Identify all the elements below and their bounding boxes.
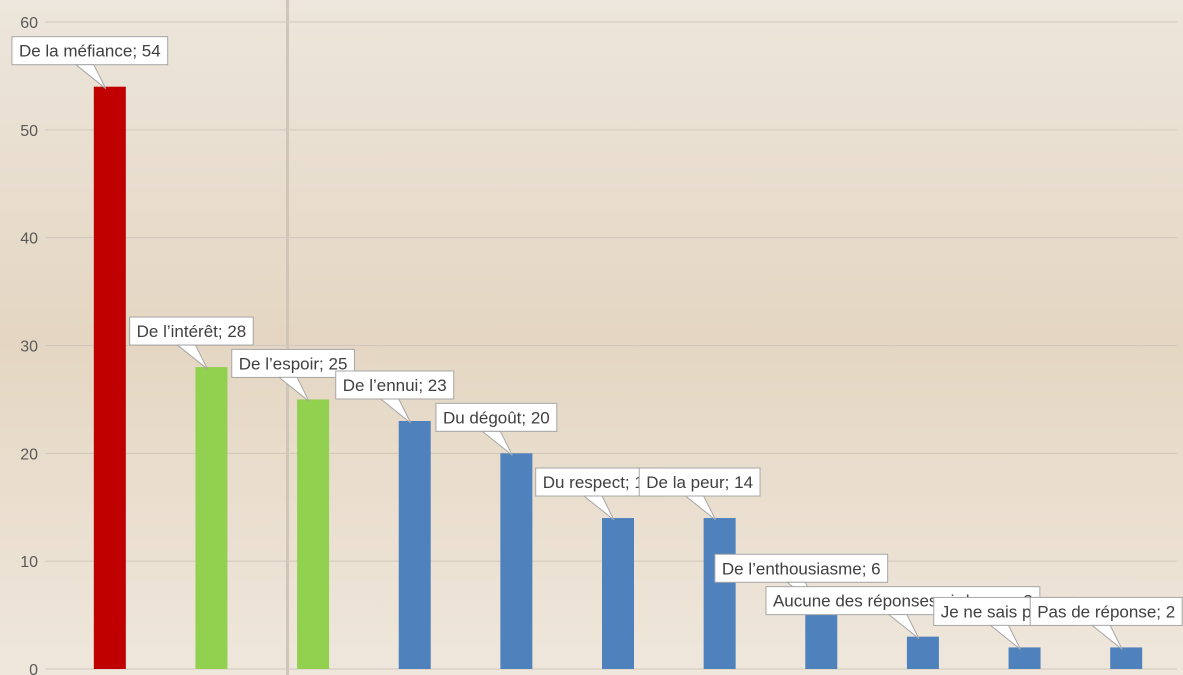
data-label: Du dégoût; 20: [435, 402, 558, 456]
data-label-text: De l’espoir; 25: [239, 354, 348, 373]
data-label-box: [11, 36, 169, 66]
data-label-text: De la peur; 14: [646, 473, 753, 492]
data-label-pointer: [887, 614, 920, 640]
y-tick-label: 40: [20, 231, 38, 248]
bar: [398, 420, 431, 669]
data-label-pointer: [480, 430, 513, 456]
data-label-text: De l’intérêt; 28: [137, 322, 247, 341]
data-label-text: Du dégoût; 20: [443, 408, 550, 427]
data-label-text: De la méfiance; 54: [19, 42, 161, 61]
data-label-pointer: [277, 376, 310, 402]
data-label-pointer: [1090, 624, 1123, 650]
data-label-text: De l’ennui; 23: [343, 376, 447, 395]
data-label: De l’intérêt; 28: [129, 316, 254, 370]
data-label-text: Du respect; 14: [543, 473, 654, 492]
bar: [1110, 647, 1143, 669]
data-label-pointer: [582, 495, 615, 521]
y-tick-label: 20: [20, 446, 38, 463]
data-label: De l’ennui; 23: [335, 370, 455, 424]
bar: [297, 399, 330, 669]
data-label-box: [129, 316, 254, 346]
bar: [602, 518, 634, 669]
data-label-box: [435, 402, 558, 432]
data-label: De la méfiance; 54: [11, 36, 169, 90]
data-label-text: De l’enthousiasme; 6: [722, 559, 881, 578]
background-pillar: [286, 0, 289, 675]
y-tick-label: 10: [20, 554, 38, 571]
bar: [906, 636, 939, 669]
data-label: De l’enthousiasme; 6: [714, 553, 889, 607]
data-label: De la peur; 14: [638, 467, 761, 521]
bar: [1008, 647, 1041, 669]
data-label-box: [714, 553, 889, 583]
data-label-pointer: [989, 624, 1021, 650]
data-label-pointer: [684, 495, 717, 521]
data-label-box: [638, 467, 761, 497]
y-tick-label: 0: [29, 662, 38, 675]
y-tick-label: 30: [20, 339, 38, 356]
y-tick-label: 50: [20, 123, 38, 140]
data-label-pointer: [176, 344, 208, 370]
data-label-box: [1029, 596, 1183, 626]
data-label-box: [335, 370, 455, 400]
bar: [703, 518, 736, 669]
bar: [500, 453, 533, 669]
data-label-box: [231, 348, 355, 378]
data-label-pointer: [74, 64, 107, 90]
bar: [195, 367, 228, 669]
data-label-text: Pas de réponse; 2: [1037, 602, 1175, 621]
data-label-pointer: [379, 398, 412, 424]
bar: [93, 86, 126, 669]
y-tick-label: 60: [20, 15, 38, 32]
data-label: Pas de réponse; 2: [1029, 596, 1183, 650]
data-label: De l’espoir; 25: [231, 348, 355, 402]
